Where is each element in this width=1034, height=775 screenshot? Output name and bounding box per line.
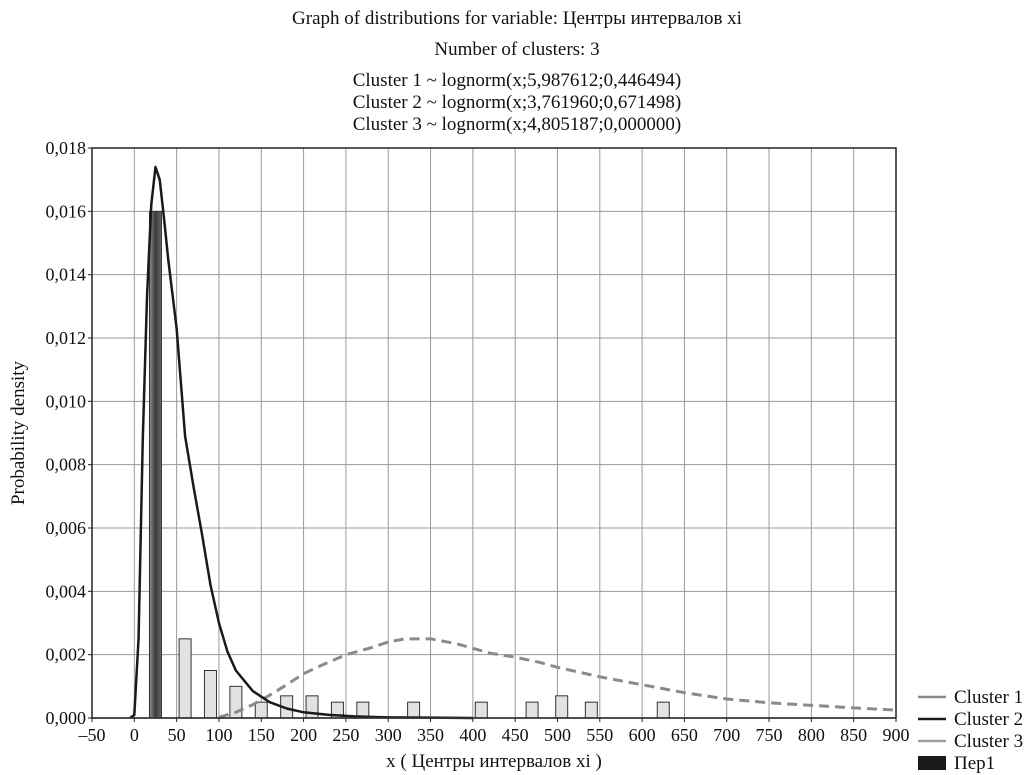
chart-title: Graph of distributions for variable: Цен…: [292, 8, 742, 29]
legend-swatch: [918, 756, 946, 770]
y-axis-label: Probability density: [8, 360, 29, 505]
x-tick-label: –50: [78, 725, 106, 745]
y-tick-label: 0,000: [46, 708, 87, 728]
x-tick-label: 150: [248, 725, 275, 745]
histogram-bar: [555, 695, 569, 719]
histogram-bar: [474, 701, 488, 719]
plot-frame: [91, 147, 897, 719]
x-tick-label: 300: [375, 725, 402, 745]
legend-entry-label: Пер1: [954, 753, 995, 774]
x-tick-label: 350: [417, 725, 444, 745]
histogram-bar: [584, 701, 598, 719]
y-tick-label: 0,018: [46, 138, 87, 158]
cluster-1-formula: Cluster 1 ~ lognorm(x;5,987612;0,446494): [352, 70, 682, 91]
x-tick-label: 800: [798, 725, 825, 745]
x-tick-label: 500: [544, 725, 571, 745]
histogram-bar: [148, 210, 162, 719]
legend-entry-label: Cluster 2: [954, 709, 1023, 730]
legend-entry-label: Cluster 3: [954, 731, 1023, 752]
y-tick-label: 0,008: [46, 455, 87, 475]
histogram-bar: [525, 701, 539, 719]
y-tick-label: 0,012: [46, 328, 87, 348]
x-tick-label: 0: [130, 725, 139, 745]
y-tick-label: 0,016: [46, 201, 87, 221]
x-tick-label: 450: [502, 725, 529, 745]
x-tick-label: 50: [168, 725, 186, 745]
series-line-cluster-2: [129, 165, 473, 720]
histogram-bar: [254, 701, 268, 719]
x-tick-label: 250: [332, 725, 359, 745]
x-tick-label: 850: [840, 725, 867, 745]
x-tick-label: 900: [883, 725, 910, 745]
cluster-3-formula: Cluster 3 ~ lognorm(x;4,805187;0,000000): [352, 114, 682, 135]
series-line-cluster-1: [218, 637, 897, 719]
x-tick-label: 700: [713, 725, 740, 745]
x-tick-label: 600: [629, 725, 656, 745]
x-tick-label: 400: [459, 725, 486, 745]
chart-subtitle: Number of clusters: 3: [434, 39, 600, 60]
histogram-bar: [656, 701, 670, 719]
y-tick-label: 0,006: [46, 518, 87, 538]
histogram-bar: [407, 701, 421, 719]
y-tick-label: 0,014: [46, 265, 87, 285]
histogram-bar: [203, 670, 217, 719]
y-tick-label: 0,002: [46, 645, 87, 665]
cluster-2-formula: Cluster 2 ~ lognorm(x;3,761960;0,671498): [352, 92, 682, 113]
histogram-bar: [178, 638, 192, 719]
legend-entry-label: Cluster 1: [954, 687, 1023, 708]
y-tick-label: 0,010: [46, 391, 87, 411]
y-tick-label: 0,004: [46, 581, 87, 601]
x-tick-label: 100: [205, 725, 232, 745]
x-axis-label: x ( Центры интервалов xi ): [386, 751, 602, 772]
x-tick-label: 200: [290, 725, 317, 745]
x-tick-label: 750: [756, 725, 783, 745]
x-tick-label: 550: [586, 725, 613, 745]
x-tick-label: 650: [671, 725, 698, 745]
